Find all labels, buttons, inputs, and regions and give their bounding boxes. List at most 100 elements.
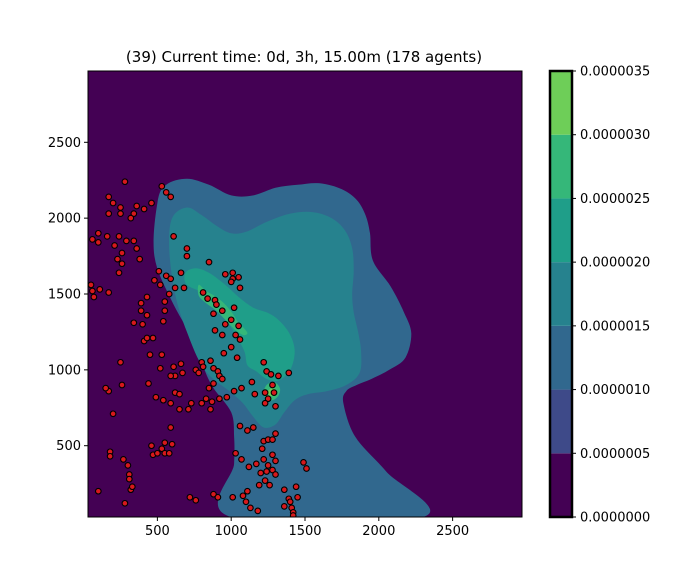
agent-point bbox=[204, 295, 211, 302]
agent-point bbox=[180, 284, 188, 292]
agent-point bbox=[115, 269, 123, 277]
colorbar-tick-label: 0.0000010 bbox=[580, 383, 650, 398]
agent-point bbox=[170, 233, 177, 240]
agent-point bbox=[252, 460, 260, 468]
agent-point bbox=[106, 452, 114, 460]
colorbar-tick-label: 0.0000015 bbox=[580, 319, 650, 334]
agent-point bbox=[266, 481, 273, 489]
agent-point bbox=[251, 390, 259, 398]
agent-point bbox=[220, 349, 228, 357]
agent-point bbox=[136, 255, 144, 263]
agent-point bbox=[210, 364, 217, 372]
agent-point bbox=[218, 307, 226, 315]
agent-point bbox=[161, 307, 169, 315]
agent-point bbox=[140, 205, 148, 213]
agent-point bbox=[198, 399, 206, 407]
agent-point bbox=[179, 369, 186, 377]
agent-point bbox=[238, 456, 245, 463]
agent-point bbox=[216, 395, 223, 403]
agent-point bbox=[269, 466, 276, 474]
agent-point bbox=[103, 233, 111, 240]
agent-point bbox=[114, 255, 121, 263]
agent-point bbox=[257, 469, 265, 477]
agent-point bbox=[242, 498, 250, 506]
agent-point bbox=[213, 301, 220, 308]
agent-point bbox=[300, 459, 307, 466]
colorbar: 0.0000000 0.0000005 0.0000010 0.0000015 0.00… bbox=[548, 65, 650, 526]
agent-point bbox=[145, 380, 152, 387]
agent-point bbox=[214, 493, 222, 501]
agent-point bbox=[165, 290, 173, 298]
agent-point bbox=[294, 493, 301, 501]
agent-point bbox=[229, 269, 237, 277]
agent-point bbox=[260, 358, 268, 366]
agent-point bbox=[152, 393, 160, 401]
agent-point bbox=[105, 193, 113, 201]
x-tick-label: 1000 bbox=[215, 524, 248, 539]
agent-point bbox=[218, 331, 226, 339]
agent-point bbox=[285, 369, 293, 377]
agent-point bbox=[236, 336, 244, 343]
agent-point bbox=[127, 214, 135, 222]
colorbar-frame bbox=[548, 69, 574, 519]
agent-point bbox=[183, 252, 191, 260]
colorbar-segment bbox=[550, 389, 572, 454]
agent-point bbox=[102, 384, 110, 392]
agent-point bbox=[211, 327, 219, 334]
agent-point bbox=[137, 307, 145, 315]
colorbar-segment bbox=[550, 453, 572, 517]
agent-point bbox=[118, 249, 126, 257]
agent-point bbox=[159, 317, 167, 325]
agent-point bbox=[94, 239, 102, 246]
colorbar-segment bbox=[550, 262, 572, 326]
colorbar-segment bbox=[550, 198, 572, 263]
agent-point bbox=[89, 287, 96, 295]
agent-point bbox=[109, 199, 117, 207]
agent-point bbox=[165, 449, 173, 457]
agent-point bbox=[258, 445, 266, 453]
agent-point bbox=[176, 405, 183, 413]
agent-point bbox=[167, 424, 175, 431]
agent-point bbox=[118, 381, 126, 389]
agent-point bbox=[159, 396, 167, 404]
agent-point bbox=[128, 483, 136, 491]
agent-point bbox=[118, 260, 126, 268]
x-tick-label: 1500 bbox=[288, 524, 321, 539]
agent-point bbox=[176, 390, 183, 398]
agent-point bbox=[117, 204, 124, 211]
colorbar-tick-label: 0.0000000 bbox=[580, 511, 650, 526]
agent-point bbox=[88, 281, 95, 289]
agent-point bbox=[96, 286, 104, 293]
agent-point bbox=[260, 456, 268, 463]
agent-point bbox=[264, 462, 272, 469]
agent-point bbox=[286, 498, 294, 506]
colorbar-segment bbox=[550, 325, 572, 390]
x-tick-label: 2000 bbox=[362, 524, 395, 539]
agent-point bbox=[137, 299, 145, 307]
agent-point bbox=[133, 202, 141, 210]
agent-point bbox=[143, 311, 151, 319]
agent-point bbox=[272, 430, 279, 437]
agent-point bbox=[171, 284, 179, 292]
agent-point bbox=[123, 237, 130, 245]
agent-point bbox=[168, 440, 176, 448]
agent-point bbox=[170, 363, 177, 371]
agent-point bbox=[192, 496, 200, 504]
agent-point bbox=[223, 393, 231, 401]
agent-point bbox=[183, 245, 191, 252]
agent-point bbox=[90, 293, 98, 301]
agent-point bbox=[207, 405, 214, 413]
agent-point bbox=[275, 372, 282, 380]
agent-point bbox=[244, 427, 251, 434]
agent-point bbox=[261, 399, 269, 407]
agent-point bbox=[199, 289, 207, 296]
agent-point bbox=[245, 463, 253, 471]
agent-point bbox=[162, 272, 170, 280]
agent-point bbox=[244, 487, 251, 495]
colorbar-segments bbox=[550, 71, 572, 517]
agent-point bbox=[230, 304, 238, 312]
agent-point bbox=[267, 371, 275, 378]
agent-point bbox=[94, 229, 102, 237]
agent-point bbox=[177, 360, 185, 368]
